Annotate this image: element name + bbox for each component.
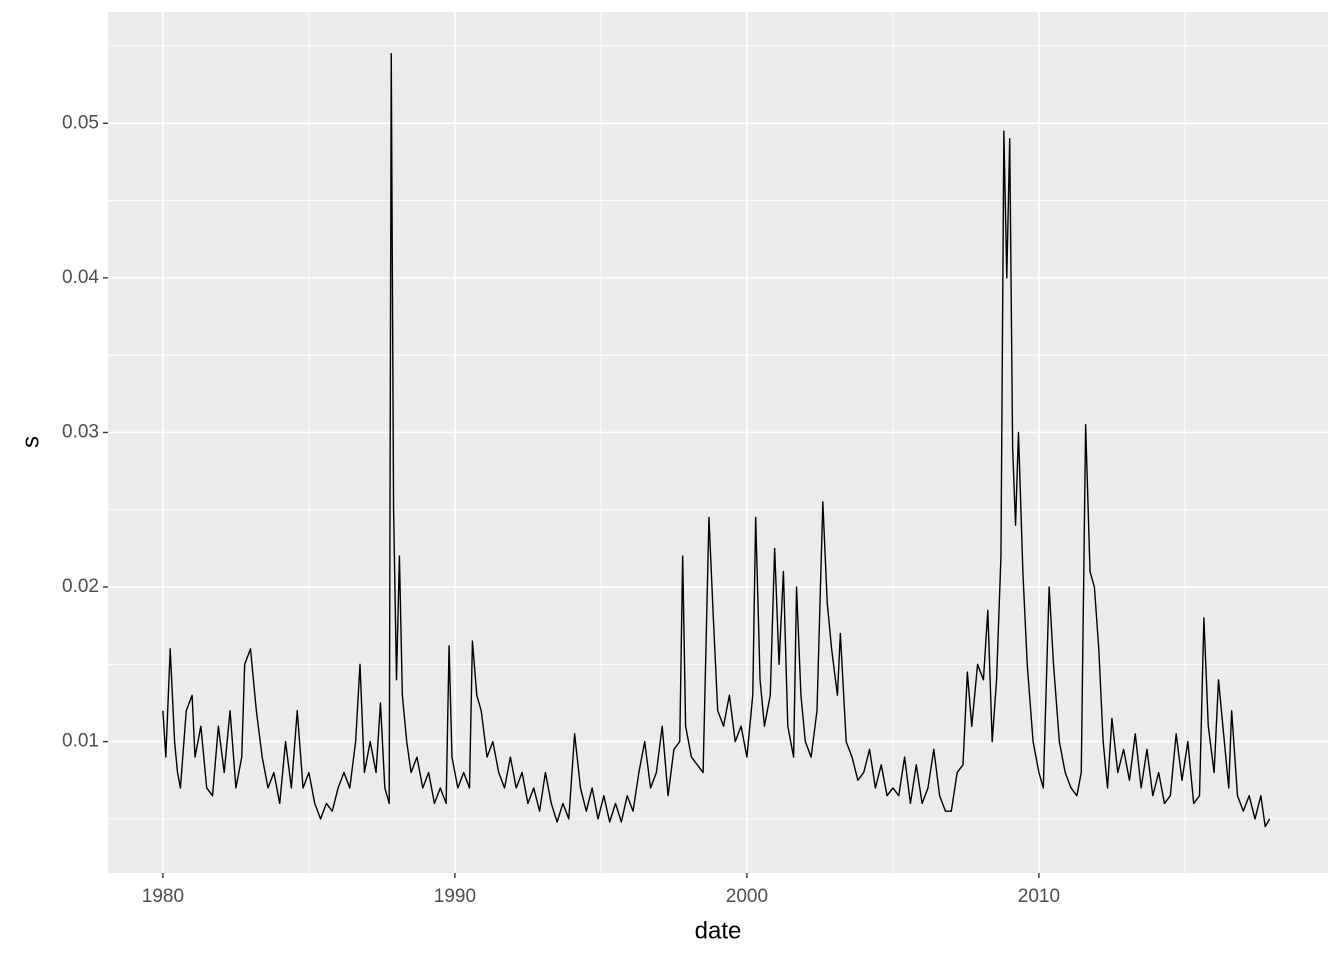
y-tick-label: 0.04 xyxy=(62,267,99,288)
panel xyxy=(108,12,1328,873)
x-tick-label: 2010 xyxy=(1018,886,1060,907)
y-axis-title: s xyxy=(17,436,44,448)
x-tick-label: 1980 xyxy=(142,886,184,907)
x-tick-label: 2000 xyxy=(726,886,768,907)
y-tick-label: 0.05 xyxy=(62,112,99,133)
x-tick-label: 1990 xyxy=(434,886,476,907)
y-tick-label: 0.01 xyxy=(62,731,99,752)
x-axis-title: date xyxy=(695,917,742,944)
y-tick-label: 0.03 xyxy=(62,421,99,442)
y-tick-label: 0.02 xyxy=(62,576,99,597)
line xyxy=(162,53,1271,828)
